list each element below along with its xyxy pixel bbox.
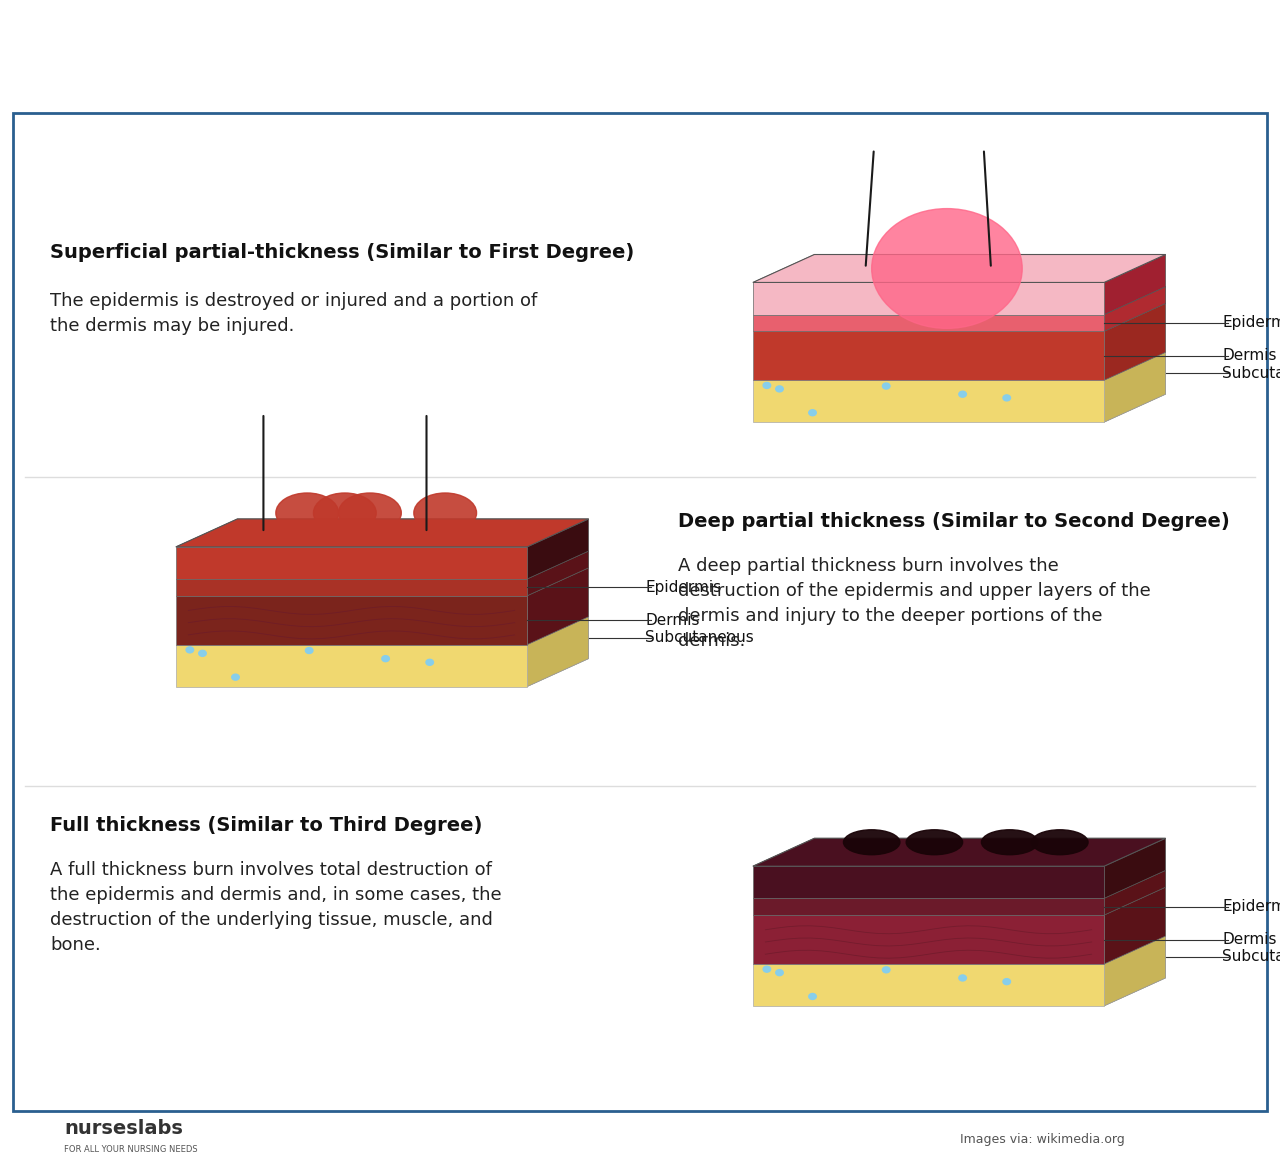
Polygon shape (753, 898, 1105, 915)
Polygon shape (527, 551, 589, 686)
Circle shape (809, 993, 817, 999)
Ellipse shape (276, 493, 339, 533)
Polygon shape (527, 568, 589, 644)
Circle shape (186, 647, 193, 652)
FancyBboxPatch shape (13, 113, 1267, 1111)
Polygon shape (753, 331, 1105, 380)
Ellipse shape (906, 829, 963, 855)
Text: Subcutaneous: Subcutaneous (645, 630, 754, 645)
Text: A full thickness burn involves total destruction of
the epidermis and dermis and: A full thickness burn involves total des… (50, 861, 502, 954)
Polygon shape (753, 866, 1105, 898)
Ellipse shape (844, 829, 900, 855)
Polygon shape (753, 839, 1166, 866)
Polygon shape (1105, 286, 1166, 422)
Circle shape (1004, 978, 1010, 985)
Polygon shape (175, 547, 527, 579)
Circle shape (306, 648, 312, 654)
Polygon shape (175, 644, 527, 686)
Polygon shape (1105, 839, 1166, 898)
Polygon shape (175, 519, 589, 547)
Ellipse shape (413, 493, 476, 533)
Circle shape (882, 966, 890, 972)
Circle shape (426, 659, 434, 665)
Polygon shape (1105, 870, 1166, 915)
Text: Dermis: Dermis (645, 613, 699, 628)
Polygon shape (527, 519, 589, 579)
Circle shape (381, 656, 389, 662)
Text: Full thickness (Similar to Third Degree): Full thickness (Similar to Third Degree) (50, 816, 483, 835)
Text: Subcutaneous: Subcutaneous (1222, 365, 1280, 380)
Polygon shape (175, 519, 589, 547)
Polygon shape (753, 839, 1166, 866)
Ellipse shape (982, 829, 1038, 855)
Circle shape (763, 383, 771, 388)
Text: Deep partial thickness (Similar to Second Degree): Deep partial thickness (Similar to Secon… (677, 512, 1229, 531)
Circle shape (959, 391, 966, 398)
Polygon shape (1105, 870, 1166, 1006)
Ellipse shape (339, 493, 402, 533)
Text: Subcutaneous: Subcutaneous (1222, 949, 1280, 964)
Circle shape (872, 208, 1023, 328)
Polygon shape (1105, 255, 1166, 314)
Polygon shape (753, 915, 1105, 964)
Circle shape (776, 970, 783, 976)
Text: nurseslabs: nurseslabs (64, 1120, 183, 1139)
Text: Superficial partial-thickness (Similar to First Degree): Superficial partial-thickness (Similar t… (50, 243, 635, 262)
Polygon shape (527, 616, 589, 686)
Text: Images via: wikimedia.org: Images via: wikimedia.org (960, 1133, 1125, 1146)
Polygon shape (1105, 887, 1166, 964)
Circle shape (198, 650, 206, 656)
Polygon shape (753, 380, 1105, 422)
Text: Depth Classifications of Burn Injury: Depth Classifications of Burn Injury (111, 23, 1169, 76)
Polygon shape (1105, 352, 1166, 422)
Polygon shape (175, 595, 527, 644)
Circle shape (776, 386, 783, 392)
Circle shape (232, 675, 239, 680)
Text: Epidermis: Epidermis (1222, 899, 1280, 914)
Text: The epidermis is destroyed or injured and a portion of
the dermis may be injured: The epidermis is destroyed or injured an… (50, 292, 538, 335)
Text: FOR ALL YOUR NURSING NEEDS: FOR ALL YOUR NURSING NEEDS (64, 1146, 197, 1155)
Polygon shape (753, 255, 1166, 283)
Polygon shape (175, 579, 527, 595)
Polygon shape (753, 314, 1105, 331)
Polygon shape (1105, 304, 1166, 380)
Polygon shape (753, 964, 1105, 1006)
Text: Epidermis: Epidermis (1222, 315, 1280, 330)
Circle shape (763, 966, 771, 972)
Ellipse shape (1032, 829, 1088, 855)
Polygon shape (753, 255, 1166, 283)
Polygon shape (527, 551, 589, 595)
Text: Dermis: Dermis (1222, 348, 1276, 363)
Ellipse shape (314, 493, 376, 533)
Text: Epidermis: Epidermis (645, 580, 721, 595)
Polygon shape (1105, 936, 1166, 1006)
Polygon shape (753, 283, 1105, 314)
Text: A deep partial thickness burn involves the
destruction of the epidermis and uppe: A deep partial thickness burn involves t… (677, 557, 1151, 650)
Circle shape (809, 409, 817, 415)
Circle shape (882, 383, 890, 390)
Polygon shape (1105, 286, 1166, 331)
Circle shape (959, 975, 966, 980)
Text: Dermis: Dermis (1222, 932, 1276, 947)
Circle shape (1004, 395, 1010, 401)
